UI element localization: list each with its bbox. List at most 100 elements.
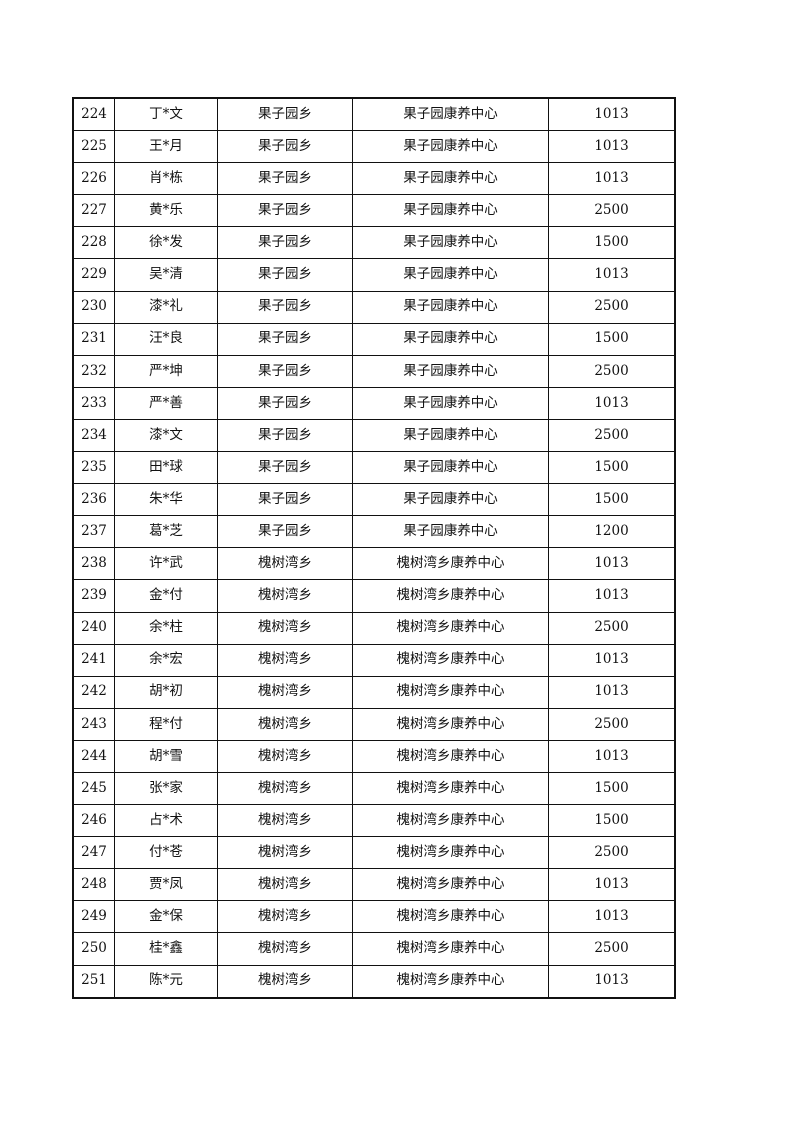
data-table: 224 丁*文 果子园乡 果子园康养中心 1013 225 王*月 果子园乡 果子园康养中心 10… (72, 97, 676, 999)
index-cell: 244 (72, 739, 115, 773)
amount-cell: 2500 (548, 932, 676, 966)
amount-cell: 1500 (548, 771, 676, 806)
institution-cell: 槐树湾乡康养中心 (352, 547, 549, 581)
name-cell: 张*家 (114, 771, 218, 806)
table-row: 248 贾*凤 槐树湾乡 槐树湾乡康养中心 1013 (72, 868, 676, 902)
amount-cell: 1013 (548, 130, 676, 164)
index-cell: 247 (72, 836, 115, 870)
township-cell: 槐树湾乡 (217, 739, 353, 773)
table-row: 234 漆*文 果子园乡 果子园康养中心 2500 (72, 418, 676, 453)
amount-cell: 1500 (548, 322, 676, 356)
index-cell: 246 (72, 804, 115, 838)
amount-cell: 1500 (548, 226, 676, 260)
township-cell: 果子园乡 (217, 515, 353, 549)
index-cell: 249 (72, 900, 115, 934)
township-cell: 槐树湾乡 (217, 836, 353, 870)
index-cell: 234 (72, 418, 115, 453)
amount-cell: 2500 (548, 836, 676, 870)
table-row: 233 严*善 果子园乡 果子园康养中心 1013 (72, 386, 676, 420)
township-cell: 槐树湾乡 (217, 868, 353, 902)
name-cell: 葛*芝 (114, 515, 218, 549)
institution-cell: 槐树湾乡康养中心 (352, 868, 549, 902)
amount-cell: 1200 (548, 515, 676, 549)
township-cell: 果子园乡 (217, 226, 353, 260)
index-cell: 233 (72, 386, 115, 420)
name-cell: 田*球 (114, 451, 218, 485)
amount-cell: 1500 (548, 451, 676, 485)
institution-cell: 果子园康养中心 (352, 418, 549, 453)
name-cell: 漆*文 (114, 418, 218, 453)
name-cell: 程*付 (114, 707, 218, 741)
institution-cell: 槐树湾乡康养中心 (352, 707, 549, 741)
institution-cell: 果子园康养中心 (352, 515, 549, 549)
township-cell: 槐树湾乡 (217, 964, 353, 999)
table-row: 239 金*付 槐树湾乡 槐树湾乡康养中心 1013 (72, 579, 676, 613)
amount-cell: 1013 (548, 547, 676, 581)
township-cell: 果子园乡 (217, 162, 353, 196)
institution-cell: 槐树湾乡康养中心 (352, 932, 549, 966)
amount-cell: 1013 (548, 739, 676, 773)
index-cell: 236 (72, 483, 115, 517)
name-cell: 胡*雪 (114, 739, 218, 773)
amount-cell: 1013 (548, 97, 676, 132)
amount-cell: 2500 (548, 290, 676, 324)
township-cell: 槐树湾乡 (217, 547, 353, 581)
name-cell: 金*付 (114, 579, 218, 613)
name-cell: 余*柱 (114, 611, 218, 645)
amount-cell: 1013 (548, 675, 676, 709)
table-row: 237 葛*芝 果子园乡 果子园康养中心 1200 (72, 515, 676, 549)
index-cell: 232 (72, 354, 115, 388)
table-row: 235 田*球 果子园乡 果子园康养中心 1500 (72, 451, 676, 485)
table-row: 246 占*术 槐树湾乡 槐树湾乡康养中心 1500 (72, 804, 676, 838)
table-row: 250 桂*鑫 槐树湾乡 槐树湾乡康养中心 2500 (72, 932, 676, 966)
township-cell: 槐树湾乡 (217, 932, 353, 966)
amount-cell: 1500 (548, 483, 676, 517)
index-cell: 242 (72, 675, 115, 709)
name-cell: 吴*清 (114, 258, 218, 292)
institution-cell: 槐树湾乡康养中心 (352, 739, 549, 773)
township-cell: 槐树湾乡 (217, 675, 353, 709)
amount-cell: 2500 (548, 418, 676, 453)
name-cell: 陈*元 (114, 964, 218, 999)
institution-cell: 槐树湾乡康养中心 (352, 675, 549, 709)
index-cell: 224 (72, 97, 115, 132)
table-row: 231 汪*良 果子园乡 果子园康养中心 1500 (72, 322, 676, 356)
name-cell: 王*月 (114, 130, 218, 164)
amount-cell: 1013 (548, 162, 676, 196)
amount-cell: 1013 (548, 643, 676, 677)
name-cell: 占*术 (114, 804, 218, 838)
institution-cell: 果子园康养中心 (352, 97, 549, 132)
amount-cell: 1500 (548, 804, 676, 838)
name-cell: 严*坤 (114, 354, 218, 388)
index-cell: 231 (72, 322, 115, 356)
index-cell: 239 (72, 579, 115, 613)
institution-cell: 果子园康养中心 (352, 386, 549, 420)
table-row: 243 程*付 槐树湾乡 槐树湾乡康养中心 2500 (72, 707, 676, 741)
institution-cell: 果子园康养中心 (352, 258, 549, 292)
township-cell: 槐树湾乡 (217, 611, 353, 645)
index-cell: 238 (72, 547, 115, 581)
amount-cell: 2500 (548, 194, 676, 228)
township-cell: 果子园乡 (217, 483, 353, 517)
index-cell: 245 (72, 771, 115, 806)
amount-cell: 1013 (548, 258, 676, 292)
index-cell: 248 (72, 868, 115, 902)
institution-cell: 果子园康养中心 (352, 451, 549, 485)
table-row: 242 胡*初 槐树湾乡 槐树湾乡康养中心 1013 (72, 675, 676, 709)
institution-cell: 果子园康养中心 (352, 322, 549, 356)
township-cell: 果子园乡 (217, 194, 353, 228)
institution-cell: 槐树湾乡康养中心 (352, 579, 549, 613)
name-cell: 朱*华 (114, 483, 218, 517)
table-row: 227 黄*乐 果子园乡 果子园康养中心 2500 (72, 194, 676, 228)
institution-cell: 槐树湾乡康养中心 (352, 836, 549, 870)
institution-cell: 果子园康养中心 (352, 354, 549, 388)
name-cell: 余*宏 (114, 643, 218, 677)
institution-cell: 果子园康养中心 (352, 290, 549, 324)
institution-cell: 槐树湾乡康养中心 (352, 900, 549, 934)
index-cell: 226 (72, 162, 115, 196)
name-cell: 严*善 (114, 386, 218, 420)
institution-cell: 槐树湾乡康养中心 (352, 611, 549, 645)
table-row: 228 徐*发 果子园乡 果子园康养中心 1500 (72, 226, 676, 260)
institution-cell: 果子园康养中心 (352, 162, 549, 196)
name-cell: 付*苍 (114, 836, 218, 870)
